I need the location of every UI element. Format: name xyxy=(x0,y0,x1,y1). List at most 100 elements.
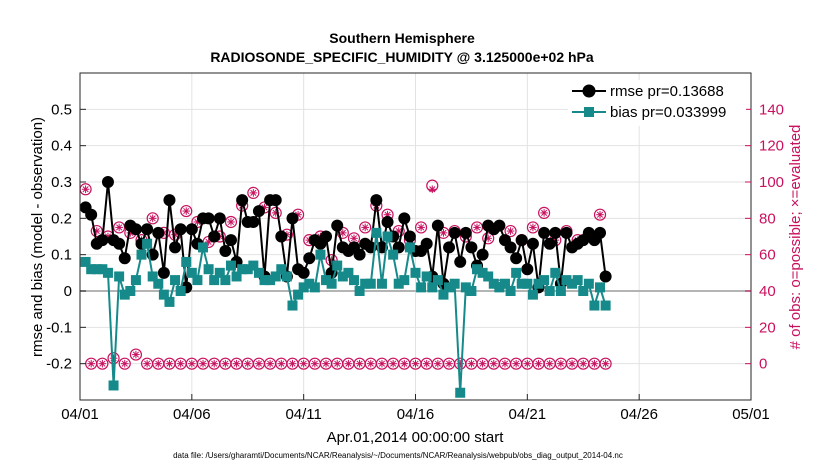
right-y-ticks: 0 20 40 60 80 100 120 140 xyxy=(745,101,784,373)
rmse-point xyxy=(320,230,333,243)
bias-point xyxy=(600,300,611,311)
bias-point xyxy=(488,278,499,289)
obs-evaluated-point xyxy=(120,359,129,368)
bias-point xyxy=(315,249,326,260)
left-tick-label: 0.2 xyxy=(51,210,72,227)
obs-evaluated-point xyxy=(389,359,397,368)
obs-evaluated-point xyxy=(428,185,437,194)
bias-point xyxy=(455,387,466,398)
bias-point xyxy=(253,267,264,278)
obs-evaluated-point xyxy=(182,207,191,215)
obs-evaluated-point xyxy=(501,359,509,368)
obs-possible-point xyxy=(96,357,109,370)
left-y-ticks: -0.2 -0.1 0 0.1 0.2 0.3 0.4 0.5 xyxy=(46,101,86,373)
right-tick-label: 20 xyxy=(759,319,776,336)
obs-possible-point xyxy=(482,232,495,245)
rmse-point xyxy=(129,223,142,236)
bias-point xyxy=(371,227,382,238)
obs-evaluated-point xyxy=(478,359,487,368)
obs-evaluated-point xyxy=(154,359,163,368)
bias-point xyxy=(567,278,578,289)
bias-point xyxy=(511,267,522,278)
rmse-point xyxy=(113,237,126,250)
obs-evaluated-point xyxy=(143,359,151,368)
obs-evaluated-point xyxy=(243,359,252,368)
obs-evaluated-point xyxy=(109,354,118,363)
x-tick-label: 04/01 xyxy=(61,406,99,423)
rmse-point xyxy=(521,263,534,276)
obs-evaluated-point xyxy=(422,359,431,368)
obs-evaluated-point xyxy=(534,359,543,368)
bias-point xyxy=(404,242,415,253)
obs-evaluated-point xyxy=(545,359,554,368)
rmse-point xyxy=(454,255,467,268)
bias-point xyxy=(399,275,410,286)
bias-point xyxy=(97,264,108,275)
obs-possible-point xyxy=(224,215,238,229)
bias-point xyxy=(164,296,175,307)
obs-evaluated-point xyxy=(288,359,297,368)
bias-point xyxy=(175,286,186,296)
bias-point xyxy=(214,267,225,278)
bias-point xyxy=(388,249,399,260)
rmse-point xyxy=(403,230,416,243)
bias-point xyxy=(561,275,572,286)
obs-evaluated-point xyxy=(411,359,420,368)
obs-possible-point xyxy=(538,206,551,219)
obs-evaluated-point xyxy=(400,359,409,368)
obs-possible-point xyxy=(129,348,143,361)
left-tick-label: -0.1 xyxy=(46,319,72,336)
rmse-point xyxy=(431,219,444,232)
x-tick-label: 04/11 xyxy=(285,406,321,423)
rmse-point xyxy=(213,212,226,225)
obs-evaluated-point xyxy=(540,209,548,217)
bias-point xyxy=(203,264,214,275)
rmse-point xyxy=(303,252,316,265)
bias-point xyxy=(119,289,130,300)
rmse-point xyxy=(510,252,523,265)
bias-point xyxy=(220,275,231,286)
obs-evaluated-point xyxy=(322,359,330,368)
rmse-point xyxy=(224,234,237,247)
obs-evaluated-point xyxy=(176,359,185,368)
bias-point xyxy=(472,264,483,275)
rmse-point xyxy=(459,226,472,239)
obs-evaluated-point xyxy=(467,359,476,368)
bias-point xyxy=(578,286,589,296)
legend-bias-label: bias pr=0.033999 xyxy=(610,104,726,121)
obs-evaluated-point xyxy=(255,359,263,368)
obs-evaluated-point xyxy=(81,185,90,194)
right-tick-label: 40 xyxy=(759,283,776,300)
obs-evaluated-point xyxy=(473,223,481,232)
bias-point xyxy=(393,278,404,289)
obs-possible-point xyxy=(359,221,372,234)
obs-evaluated-point xyxy=(132,350,140,359)
bias-point xyxy=(147,271,158,282)
obs-possible-point xyxy=(146,212,159,225)
obs-evaluated-point xyxy=(221,359,230,368)
bias-point xyxy=(186,267,197,278)
rmse-point xyxy=(420,237,433,250)
obs-evaluated-point xyxy=(366,359,375,368)
bias-point xyxy=(466,286,477,296)
rmse-point xyxy=(448,226,461,239)
obs-evaluated-point xyxy=(232,359,241,368)
bias-point xyxy=(438,289,449,300)
rmse-point xyxy=(515,234,528,247)
bias-point xyxy=(153,278,164,289)
obs-evaluated-point xyxy=(355,359,364,368)
chart-subtitle: RADIOSONDE_SPECIFIC_HUMIDITY @ 3.125000e… xyxy=(210,49,594,65)
rmse-point xyxy=(398,212,411,225)
bias-point xyxy=(449,278,460,289)
bias-point xyxy=(522,278,533,289)
obs-possible-point xyxy=(526,221,540,234)
chart-title: Southern Hemisphere xyxy=(329,30,475,46)
bias-point xyxy=(181,256,192,267)
rmse-point xyxy=(353,248,366,261)
obs-evaluated-point xyxy=(188,359,196,368)
obs-evaluated-point xyxy=(210,359,218,368)
x-tick-label: 04/16 xyxy=(397,406,435,423)
bias-point xyxy=(533,278,544,289)
obs-evaluated-point xyxy=(333,359,342,368)
obs-evaluated-point xyxy=(98,359,107,368)
